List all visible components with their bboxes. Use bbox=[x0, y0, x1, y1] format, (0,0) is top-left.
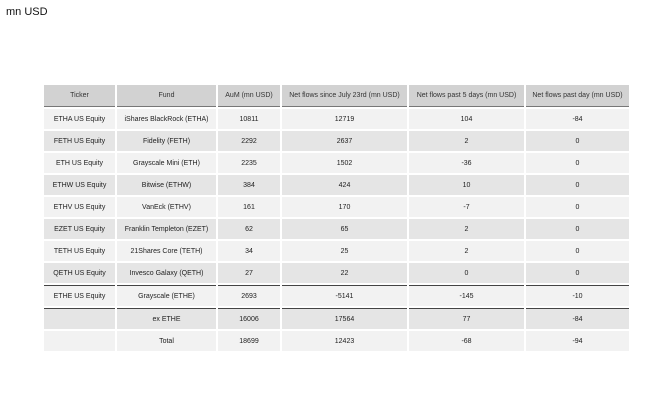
table-cell: 2637 bbox=[282, 131, 407, 151]
table-cell: 77 bbox=[409, 308, 524, 329]
table-cell: 62 bbox=[218, 219, 280, 239]
table-cell: -94 bbox=[526, 331, 629, 351]
table-cell: ETHV US Equity bbox=[44, 197, 115, 217]
table-cell: Grayscale (ETHE) bbox=[117, 285, 216, 306]
etf-flows-table: Ticker Fund AuM (mn USD) Net flows since Ju… bbox=[42, 83, 631, 353]
table-cell: 65 bbox=[282, 219, 407, 239]
table-row: ETHE US Equity Grayscale (ETHE) 2693 -5141-… bbox=[44, 285, 629, 306]
table-row: Total 18699 12423 -68 -94 bbox=[44, 331, 629, 351]
table-cell: 424 bbox=[282, 175, 407, 195]
table-cell: 10 bbox=[409, 175, 524, 195]
table-cell: -68 bbox=[409, 331, 524, 351]
table-cell: 0 bbox=[526, 241, 629, 261]
table-cell: -145 bbox=[409, 285, 524, 306]
table-cell: TETH US Equity bbox=[44, 241, 115, 261]
table-cell bbox=[44, 308, 115, 329]
column-header: Net flows since July 23rd (mn USD) bbox=[282, 85, 407, 107]
column-header: Net flows past 5 days (mn USD) bbox=[409, 85, 524, 107]
header-row: Ticker Fund AuM (mn USD) Net flows since Ju… bbox=[44, 85, 629, 107]
table-cell: 384 bbox=[218, 175, 280, 195]
table-cell: 34 bbox=[218, 241, 280, 261]
table-cell: ETH US Equity bbox=[44, 153, 115, 173]
table-cell: ETHW US Equity bbox=[44, 175, 115, 195]
table-cell: 1502 bbox=[282, 153, 407, 173]
table-cell: 2 bbox=[409, 219, 524, 239]
table-row: FETH US Equity Fidelity (FETH) 2292 2637 2 0 bbox=[44, 131, 629, 151]
table-cell: 12719 bbox=[282, 109, 407, 129]
table-cell: iShares BlackRock (ETHA) bbox=[117, 109, 216, 129]
column-header: Ticker bbox=[44, 85, 115, 107]
table-cell: FETH US Equity bbox=[44, 131, 115, 151]
table-cell: Invesco Galaxy (QETH) bbox=[117, 263, 216, 283]
table-row: QETH US Equity Invesco Galaxy (QETH) 27 22 0… bbox=[44, 263, 629, 283]
table-cell: -36 bbox=[409, 153, 524, 173]
table-cell: -5141 bbox=[282, 285, 407, 306]
table-cell: 2 bbox=[409, 241, 524, 261]
table-cell: 161 bbox=[218, 197, 280, 217]
table-cell: -84 bbox=[526, 308, 629, 329]
table-cell: ETHE US Equity bbox=[44, 285, 115, 306]
table-cell: 17564 bbox=[282, 308, 407, 329]
table-cell: 2292 bbox=[218, 131, 280, 151]
units-label: mn USD bbox=[6, 6, 48, 18]
table-cell: Franklin Templeton (EZET) bbox=[117, 219, 216, 239]
table-cell: Grayscale Mini (ETH) bbox=[117, 153, 216, 173]
table-cell: ETHA US Equity bbox=[44, 109, 115, 129]
table-cell: QETH US Equity bbox=[44, 263, 115, 283]
table-cell: 0 bbox=[526, 197, 629, 217]
table-cell: 16006 bbox=[218, 308, 280, 329]
table-row: ETHV US Equity VanEck (ETHV) 161 170 -7 0 bbox=[44, 197, 629, 217]
table-cell: 25 bbox=[282, 241, 407, 261]
table-cell: 2 bbox=[409, 131, 524, 151]
column-header: AuM (mn USD) bbox=[218, 85, 280, 107]
table-cell: 0 bbox=[526, 263, 629, 283]
table-row: EZET US Equity Franklin Templeton (EZET) 6… bbox=[44, 219, 629, 239]
table-cell: 170 bbox=[282, 197, 407, 217]
table-cell: Total bbox=[117, 331, 216, 351]
table-cell: 12423 bbox=[282, 331, 407, 351]
table-cell: Fidelity (FETH) bbox=[117, 131, 216, 151]
table-cell: -84 bbox=[526, 109, 629, 129]
table-cell: 0 bbox=[526, 175, 629, 195]
table-cell: 18699 bbox=[218, 331, 280, 351]
table-cell: Bitwise (ETHW) bbox=[117, 175, 216, 195]
table-row: ETH US Equity Grayscale Mini (ETH) 2235 150… bbox=[44, 153, 629, 173]
table-row: ex ETHE 16006 17564 77 -84 bbox=[44, 308, 629, 329]
table-cell: 0 bbox=[526, 219, 629, 239]
table-cell: -7 bbox=[409, 197, 524, 217]
table-cell: 0 bbox=[526, 131, 629, 151]
table-cell: 2235 bbox=[218, 153, 280, 173]
table-row: ETHW US Equity Bitwise (ETHW) 384 424 10 0 bbox=[44, 175, 629, 195]
column-header: Net flows past day (mn USD) bbox=[526, 85, 629, 107]
table-cell: 27 bbox=[218, 263, 280, 283]
table-cell: VanEck (ETHV) bbox=[117, 197, 216, 217]
table-row: ETHA US Equity iShares BlackRock (ETHA) 10… bbox=[44, 109, 629, 129]
table-cell bbox=[44, 331, 115, 351]
table-cell: EZET US Equity bbox=[44, 219, 115, 239]
table-cell: 2693 bbox=[218, 285, 280, 306]
table-cell: 10811 bbox=[218, 109, 280, 129]
table-row: TETH US Equity 21Shares Core (TETH) 34 25 2 0 bbox=[44, 241, 629, 261]
table-cell: ex ETHE bbox=[117, 308, 216, 329]
table-cell: 0 bbox=[526, 153, 629, 173]
table-cell: -10 bbox=[526, 285, 629, 306]
table-cell: 104 bbox=[409, 109, 524, 129]
table-cell: 21Shares Core (TETH) bbox=[117, 241, 216, 261]
column-header: Fund bbox=[117, 85, 216, 107]
table-cell: 22 bbox=[282, 263, 407, 283]
table-cell: 0 bbox=[409, 263, 524, 283]
